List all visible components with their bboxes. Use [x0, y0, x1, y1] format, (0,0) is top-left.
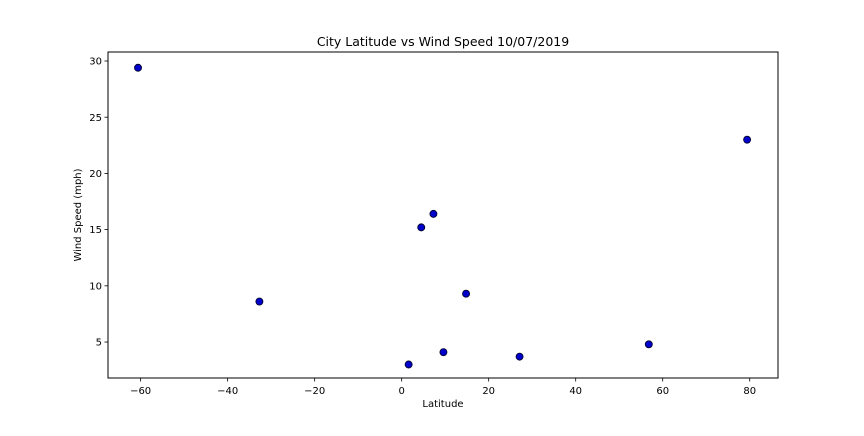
y-axis-label: Wind Speed (mph): [73, 168, 84, 261]
plot-area: [107, 51, 779, 379]
data-point: [404, 360, 413, 369]
y-tick-label: 30: [89, 57, 102, 68]
x-tick-label: 20: [482, 386, 495, 397]
data-point: [743, 135, 752, 144]
data-points: [134, 63, 752, 369]
data-point: [429, 209, 438, 218]
data-point: [255, 297, 264, 306]
y-tick-label: 20: [89, 169, 102, 180]
data-point: [462, 289, 471, 298]
data-point: [134, 63, 142, 72]
x-tick-label: −20: [304, 386, 325, 397]
y-axis: 5 10 15 20 25 30: [89, 57, 108, 349]
data-point: [515, 352, 524, 361]
x-tick-label: 40: [569, 386, 582, 397]
y-tick-label: 10: [89, 281, 102, 292]
y-tick-label: 5: [96, 338, 102, 349]
x-tick-label: −60: [130, 386, 151, 397]
data-point: [417, 223, 426, 232]
x-tick-label: 0: [398, 386, 404, 397]
data-point: [439, 348, 448, 357]
x-axis-label: Latitude: [422, 399, 463, 410]
data-point: [644, 340, 653, 349]
x-tick-label: 60: [656, 386, 669, 397]
chart-title: City Latitude vs Wind Speed 10/07/2019: [317, 34, 569, 49]
y-tick-label: 15: [89, 225, 102, 236]
x-tick-label: −40: [217, 386, 238, 397]
y-tick-label: 25: [89, 113, 102, 124]
x-axis: −60 −40 −20 0 20 40 60 80: [130, 378, 756, 397]
x-tick-label: 80: [743, 386, 756, 397]
